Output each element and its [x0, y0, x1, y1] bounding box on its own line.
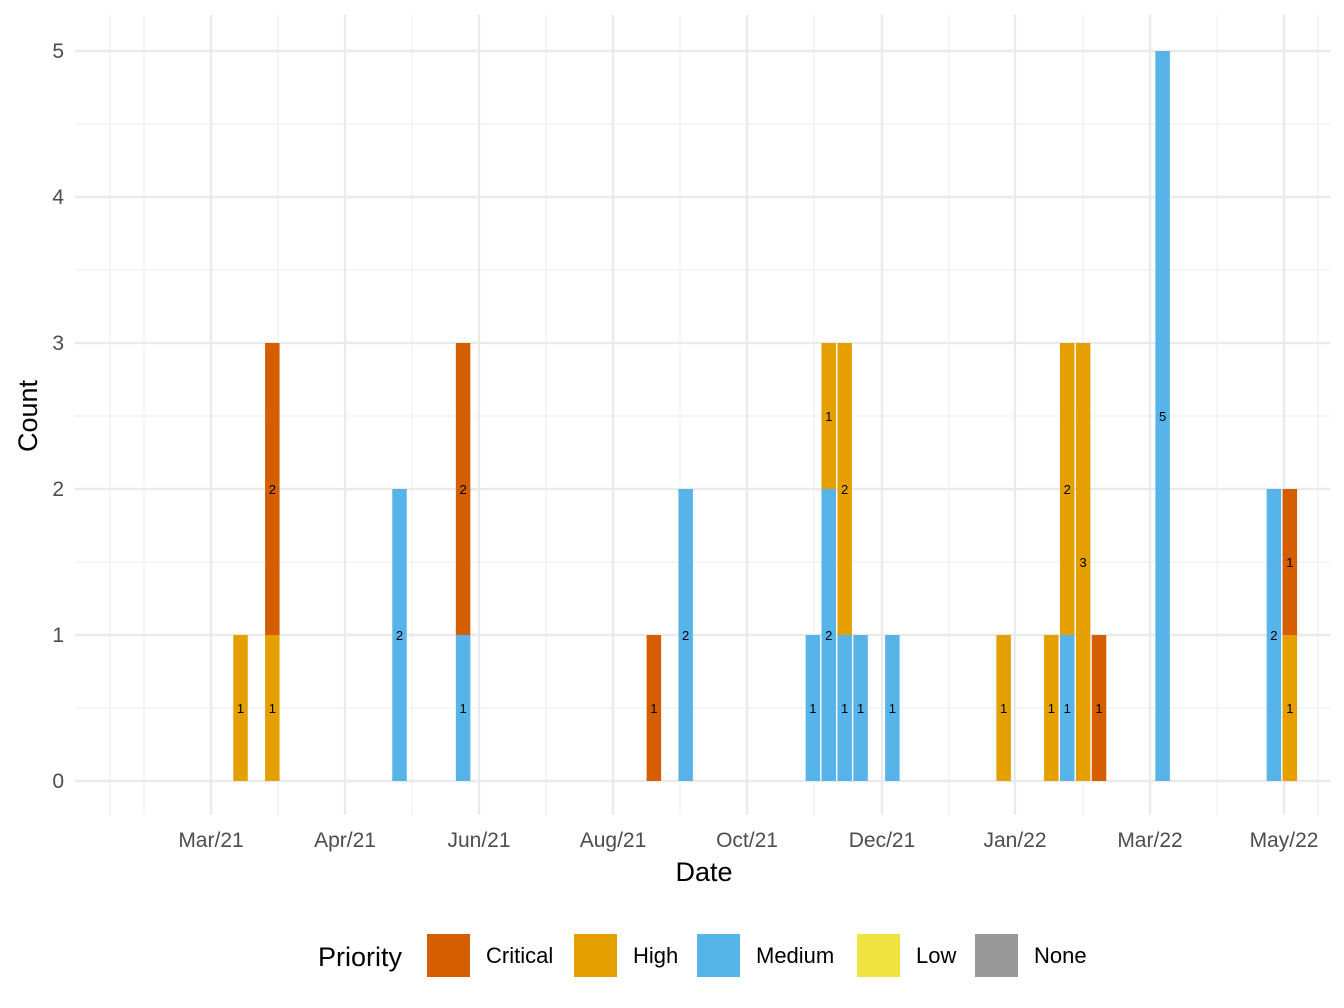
bar-value-label: 2: [825, 628, 832, 643]
bar-value-label: 1: [459, 701, 466, 716]
y-axis-ticks: 0 1 2 3 4 5: [52, 40, 64, 793]
legend-key-low: [857, 934, 900, 977]
grid-major: [75, 15, 1330, 815]
legend-label-high: High: [633, 943, 678, 968]
x-axis-ticks: Mar/21 Apr/21 Jun/21 Aug/21 Oct/21 Dec/21 Jan/…: [178, 829, 1318, 852]
y-tick-label: 0: [52, 770, 64, 793]
bar-value-label: 2: [841, 482, 848, 497]
legend-title: Priority: [318, 942, 403, 972]
bar-value-label: 1: [1286, 555, 1293, 570]
legend-label-medium: Medium: [756, 943, 834, 968]
y-axis-title: Count: [13, 379, 43, 452]
bar-value-label: 2: [1064, 482, 1071, 497]
x-tick-label: Dec/21: [849, 829, 916, 852]
bar-value-label: 2: [459, 482, 466, 497]
bar-value-label: 1: [889, 701, 896, 716]
bar-value-label: 2: [396, 628, 403, 643]
bar-value-label: 1: [1095, 701, 1102, 716]
y-tick-label: 2: [52, 478, 64, 501]
bar-value-label: 1: [857, 701, 864, 716]
bar-value-label: 5: [1159, 409, 1166, 424]
bar-value-label: 1: [825, 409, 832, 424]
x-axis-title: Date: [675, 857, 732, 887]
legend-label-critical: Critical: [486, 943, 553, 968]
y-tick-label: 1: [52, 624, 64, 647]
legend-key-medium: [697, 934, 740, 977]
bar-value-label: 2: [269, 482, 276, 497]
legend: Priority Critical High Medium Low None: [318, 934, 1087, 977]
bar-value-label: 2: [1270, 628, 1277, 643]
x-tick-label: Apr/21: [314, 829, 376, 852]
bar-value-label: 1: [841, 701, 848, 716]
bar-value-label: 1: [809, 701, 816, 716]
y-tick-label: 5: [52, 40, 64, 63]
grid-minor: [75, 15, 1330, 815]
legend-label-low: Low: [916, 943, 956, 968]
legend-key-none: [975, 934, 1018, 977]
y-tick-label: 3: [52, 332, 64, 355]
x-tick-label: Aug/21: [580, 829, 647, 852]
x-tick-label: May/22: [1250, 829, 1319, 852]
bar-value-label: 1: [237, 701, 244, 716]
legend-key-critical: [427, 934, 470, 977]
bar-value-label: 3: [1080, 555, 1087, 570]
x-tick-label: Oct/21: [716, 829, 778, 852]
bar-value-label: 1: [650, 701, 657, 716]
bar-value-label: 1: [1286, 701, 1293, 716]
bar-value-label: 1: [1000, 701, 1007, 716]
bar-value-label: 1: [1048, 701, 1055, 716]
x-tick-label: Jan/22: [983, 829, 1046, 852]
y-tick-label: 4: [52, 186, 64, 209]
bar-value-label: 1: [1064, 701, 1071, 716]
bar-value-label: 2: [682, 628, 689, 643]
bar-value-label: 1: [269, 701, 276, 716]
legend-label-none: None: [1034, 943, 1087, 968]
legend-key-high: [574, 934, 617, 977]
x-tick-label: Mar/21: [178, 829, 243, 852]
x-tick-label: Jun/21: [447, 829, 510, 852]
x-tick-label: Mar/22: [1117, 829, 1182, 852]
